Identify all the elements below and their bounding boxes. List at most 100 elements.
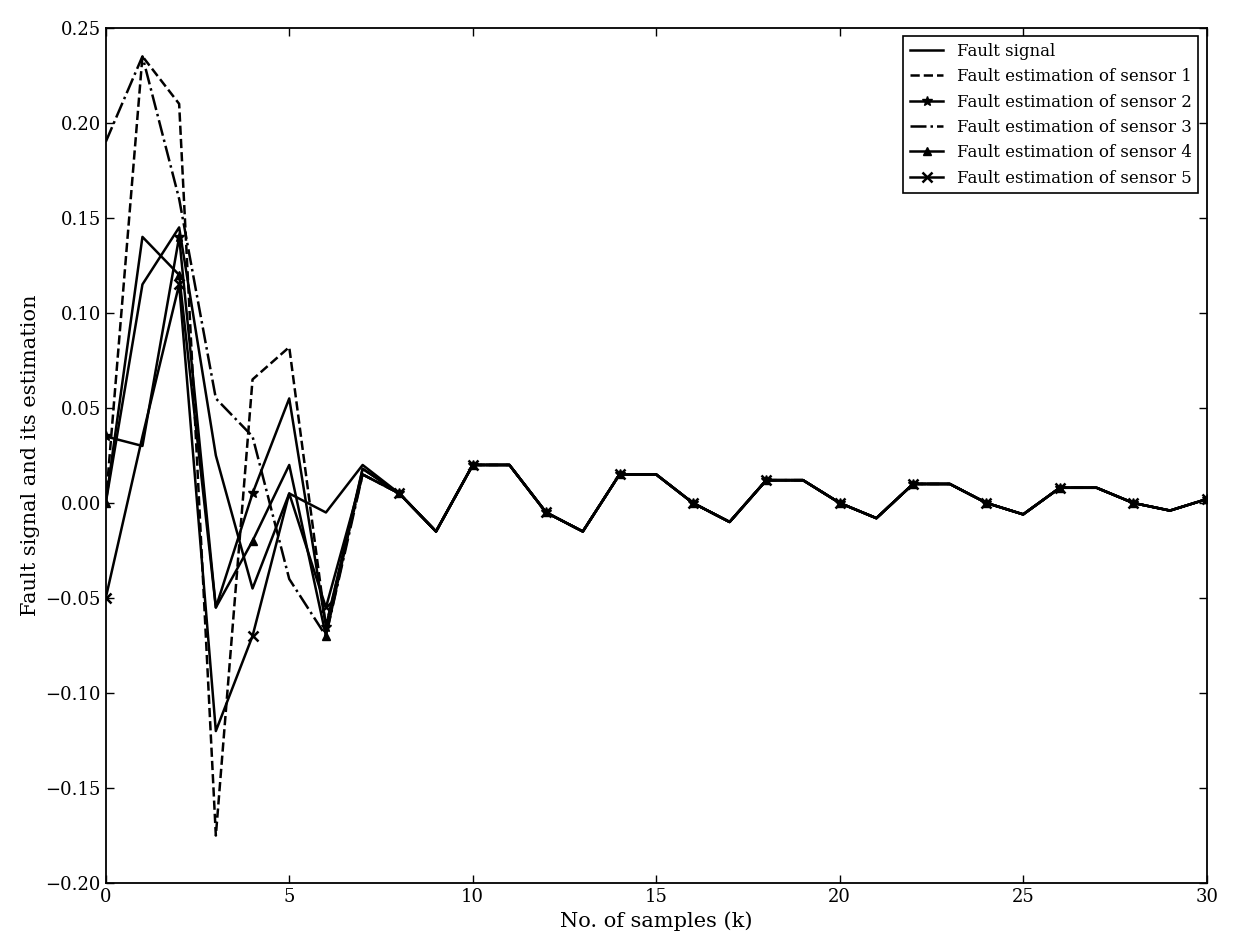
Fault estimation of sensor 1 (466, 459, 481, 470)
Fault estimation of sensor 1 (722, 516, 737, 527)
Fault estimation of sensor 4 (979, 497, 994, 508)
Fault estimation of sensor 2 (281, 393, 296, 405)
Fault signal (502, 459, 517, 470)
Fault estimation of sensor 2 (429, 526, 444, 537)
Fault estimation of sensor 3 (722, 516, 737, 527)
Fault estimation of sensor 5 (135, 430, 150, 442)
Fault estimation of sensor 4 (649, 468, 664, 480)
Fault estimation of sensor 5 (281, 487, 296, 499)
Fault signal (392, 487, 406, 499)
Fault estimation of sensor 5 (575, 526, 590, 537)
Fault estimation of sensor 5 (356, 468, 370, 480)
Fault estimation of sensor 5 (758, 474, 773, 486)
Fault estimation of sensor 4 (685, 497, 700, 508)
Fault estimation of sensor 2 (649, 468, 664, 480)
Fault estimation of sensor 1 (392, 487, 406, 499)
Fault estimation of sensor 1 (795, 474, 810, 486)
Fault estimation of sensor 4 (869, 512, 883, 524)
Fault estimation of sensor 4 (135, 231, 150, 243)
Fault estimation of sensor 4 (539, 506, 554, 518)
Fault signal (1199, 493, 1214, 505)
Fault estimation of sensor 5 (943, 478, 958, 489)
Fault estimation of sensor 4 (245, 535, 260, 546)
Fault signal (943, 478, 958, 489)
Fault signal (318, 506, 333, 518)
Line: Fault signal: Fault signal (105, 228, 1207, 588)
Fault signal (1089, 482, 1104, 493)
Fault estimation of sensor 2 (1089, 482, 1104, 493)
Fault estimation of sensor 2 (1126, 497, 1141, 508)
Fault estimation of sensor 1 (1162, 505, 1177, 516)
Fault estimation of sensor 1 (1089, 482, 1104, 493)
Fault estimation of sensor 1 (502, 459, 517, 470)
Fault estimation of sensor 3 (943, 478, 958, 489)
Fault estimation of sensor 4 (906, 478, 921, 489)
Fault estimation of sensor 3 (1126, 497, 1141, 508)
X-axis label: No. of samples (k): No. of samples (k) (560, 911, 752, 931)
Fault estimation of sensor 3 (245, 430, 260, 442)
Fault estimation of sensor 4 (1126, 497, 1141, 508)
Fault signal (758, 474, 773, 486)
Fault estimation of sensor 2 (575, 526, 590, 537)
Fault estimation of sensor 5 (833, 497, 847, 508)
Fault estimation of sensor 1 (575, 526, 590, 537)
Fault estimation of sensor 5 (722, 516, 737, 527)
Fault estimation of sensor 4 (429, 526, 444, 537)
Fault estimation of sensor 5 (1199, 493, 1214, 505)
Fault estimation of sensor 3 (356, 468, 370, 480)
Line: Fault estimation of sensor 1: Fault estimation of sensor 1 (105, 56, 1207, 836)
Fault estimation of sensor 1 (1126, 497, 1141, 508)
Fault signal (356, 459, 370, 470)
Fault estimation of sensor 1 (612, 468, 627, 480)
Fault estimation of sensor 2 (943, 478, 958, 489)
Fault estimation of sensor 3 (906, 478, 921, 489)
Fault estimation of sensor 5 (979, 497, 994, 508)
Fault estimation of sensor 5 (98, 592, 113, 604)
Fault signal (649, 468, 664, 480)
Fault estimation of sensor 4 (943, 478, 958, 489)
Fault estimation of sensor 1 (429, 526, 444, 537)
Fault signal (906, 478, 921, 489)
Fault signal (281, 487, 296, 499)
Fault estimation of sensor 5 (1126, 497, 1141, 508)
Fault estimation of sensor 5 (466, 459, 481, 470)
Fault estimation of sensor 1 (1199, 493, 1214, 505)
Fault signal (575, 526, 590, 537)
Fault estimation of sensor 3 (208, 393, 223, 405)
Fault estimation of sensor 4 (833, 497, 847, 508)
Fault estimation of sensor 2 (758, 474, 773, 486)
Fault estimation of sensor 5 (245, 630, 260, 642)
Fault estimation of sensor 5 (1162, 505, 1177, 516)
Fault estimation of sensor 3 (392, 487, 406, 499)
Y-axis label: Fault signal and its estimation: Fault signal and its estimation (21, 295, 40, 616)
Fault estimation of sensor 3 (1089, 482, 1104, 493)
Fault estimation of sensor 1 (1016, 508, 1031, 520)
Line: Fault estimation of sensor 5: Fault estimation of sensor 5 (100, 280, 1212, 736)
Fault estimation of sensor 3 (429, 526, 444, 537)
Fault estimation of sensor 2 (833, 497, 847, 508)
Fault estimation of sensor 5 (539, 506, 554, 518)
Fault estimation of sensor 1 (1052, 482, 1067, 493)
Fault signal (466, 459, 481, 470)
Fault estimation of sensor 5 (429, 526, 444, 537)
Fault estimation of sensor 3 (1016, 508, 1031, 520)
Fault signal (1016, 508, 1031, 520)
Fault estimation of sensor 5 (318, 602, 333, 613)
Fault estimation of sensor 2 (318, 621, 333, 632)
Fault estimation of sensor 3 (172, 193, 187, 205)
Fault estimation of sensor 2 (869, 512, 883, 524)
Legend: Fault signal, Fault estimation of sensor 1, Fault estimation of sensor 2, Fault : Fault signal, Fault estimation of sensor… (903, 36, 1198, 193)
Fault estimation of sensor 2 (98, 430, 113, 442)
Fault estimation of sensor 4 (208, 602, 223, 613)
Fault estimation of sensor 5 (172, 279, 187, 290)
Fault estimation of sensor 4 (1162, 505, 1177, 516)
Fault estimation of sensor 3 (502, 459, 517, 470)
Fault estimation of sensor 5 (1016, 508, 1031, 520)
Fault estimation of sensor 2 (356, 463, 370, 474)
Fault estimation of sensor 3 (612, 468, 627, 480)
Fault estimation of sensor 3 (575, 526, 590, 537)
Fault estimation of sensor 2 (245, 487, 260, 499)
Fault signal (429, 526, 444, 537)
Fault estimation of sensor 3 (1199, 493, 1214, 505)
Fault signal (685, 497, 700, 508)
